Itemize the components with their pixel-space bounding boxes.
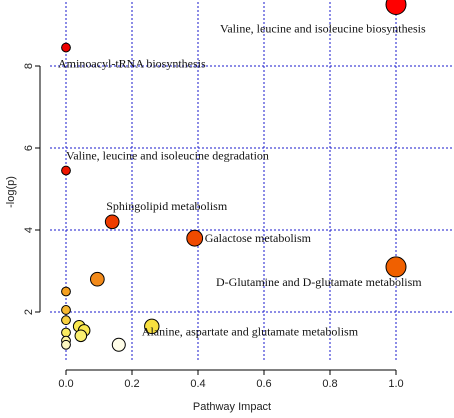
data-point <box>61 42 71 53</box>
x-tick-label: 0.8 <box>322 378 337 390</box>
y-tick-label: 8 <box>23 63 35 69</box>
data-point <box>111 337 126 352</box>
data-point <box>61 339 71 350</box>
data-point <box>90 271 105 287</box>
grid-lines <box>50 2 452 360</box>
x-tick-label: 0.4 <box>190 378 205 390</box>
point-label: Aminoacyl-tRNA biosynthesis <box>58 57 206 71</box>
y-tick-label: 6 <box>23 145 35 151</box>
data-point <box>144 318 160 335</box>
data-point <box>61 315 71 326</box>
point-label: Alanine, aspartate and glutamate metabol… <box>142 324 359 338</box>
point-label: Galactose metabolism <box>205 231 312 245</box>
y-tick-label: 4 <box>23 227 35 233</box>
point-label: D-Glutamine and D-glutamate metabolism <box>216 275 422 289</box>
x-tick-label: 0.0 <box>58 378 73 390</box>
data-points <box>61 0 407 352</box>
point-label: Valine, leucine and isoleucine biosynthe… <box>220 22 426 36</box>
axes: Pathway Impact -log(p) 0.0 0.2 0.4 0.6 0.8 1.… <box>5 63 404 413</box>
data-point <box>186 229 204 247</box>
y-tick-label: 2 <box>23 309 35 315</box>
data-point <box>61 286 71 297</box>
data-point <box>61 305 71 315</box>
point-label: Valine, leucine and isoleucine degradati… <box>66 149 269 163</box>
x-axis-title: Pathway Impact <box>193 401 271 413</box>
data-point <box>74 329 88 343</box>
data-point <box>104 214 120 230</box>
x-tick-label: 1.0 <box>388 378 403 390</box>
data-point <box>61 165 71 176</box>
y-axis-title: -log(p) <box>5 176 17 208</box>
x-tick-label: 0.2 <box>124 378 139 390</box>
data-point <box>61 327 71 338</box>
data-point <box>385 256 407 278</box>
data-point <box>385 0 407 15</box>
point-annotations: Valine, leucine and isoleucine biosynthe… <box>58 22 426 339</box>
point-label: Sphingolipid metabolism <box>106 199 228 213</box>
x-tick-label: 0.6 <box>256 378 271 390</box>
